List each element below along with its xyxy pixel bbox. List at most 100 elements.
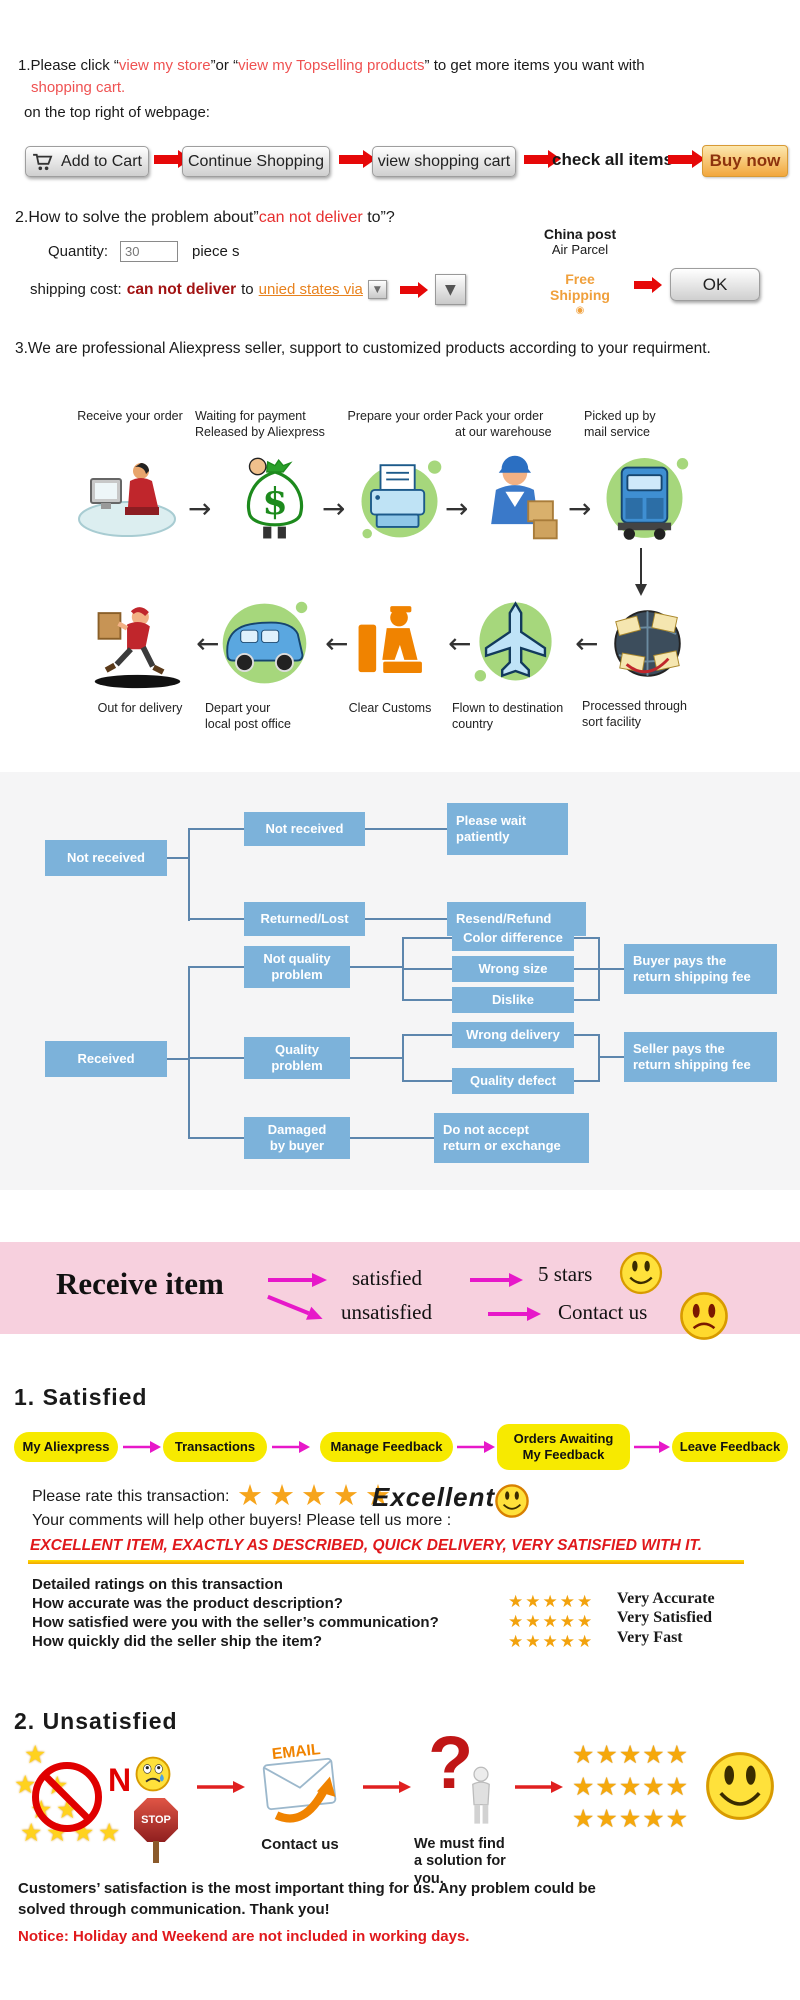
- shipping-line: shipping cost: can not deliver to unied s…: [30, 274, 466, 305]
- flowchart-line: [188, 966, 190, 1139]
- red-arrow-icon: [668, 150, 705, 168]
- red-arrow-icon: [515, 1781, 563, 1793]
- printer-icon: [352, 450, 447, 550]
- customer-at-computer-icon: [75, 448, 185, 545]
- flow-step-label: Flown to destination country: [452, 701, 564, 732]
- sorting-globe-icon: [600, 596, 695, 696]
- add-to-cart-button[interactable]: Add to Cart: [25, 146, 149, 177]
- magenta-arrow-icon: [267, 1294, 323, 1320]
- flowchart-node: Quality problem: [244, 1037, 350, 1079]
- question-mark-icon: ?: [428, 1721, 474, 1804]
- buy-now-button[interactable]: Buy now: [702, 145, 788, 177]
- magenta-arrow-icon: [268, 1273, 327, 1287]
- country-dropdown-button[interactable]: ▼: [367, 280, 387, 299]
- five-star-row: ★★★★★: [572, 1740, 690, 1769]
- radio-icon: ◉: [575, 305, 585, 316]
- view-shopping-cart-label: view shopping cart: [377, 152, 511, 170]
- rating-question: How accurate was the product description…: [32, 1595, 343, 1612]
- flowchart-line: [167, 857, 188, 859]
- flowchart-node: Received: [45, 1041, 167, 1077]
- stop-label: STOP: [141, 1814, 171, 1826]
- flow-step-label: Pack your order at our warehouse: [455, 409, 552, 440]
- flowchart-line: [188, 828, 190, 921]
- rating-question: How quickly did the seller ship the item…: [32, 1633, 323, 1650]
- red-arrow-icon: [399, 281, 428, 298]
- happy-face-icon: [495, 1484, 529, 1518]
- no-feedback-icon: [32, 1762, 102, 1832]
- intro-line-2: shopping cart.: [31, 79, 126, 96]
- quantity-input[interactable]: [120, 241, 178, 262]
- view-my-store-link[interactable]: view my store: [118, 57, 211, 74]
- shipping-dropdown-button[interactable]: ▼: [434, 274, 466, 305]
- intro-text-c: ” to get more items you want with: [424, 57, 645, 74]
- flowchart-line: [574, 1080, 598, 1082]
- rating-stars[interactable]: ★★★★★: [508, 1592, 595, 1612]
- satisfied-label: satisfied: [352, 1266, 422, 1290]
- contact-us-caption: Contact us: [261, 1836, 339, 1853]
- rating-question: How satisfied were you with the seller’s…: [32, 1614, 439, 1631]
- menu-my-aliexpress[interactable]: My Aliexpress: [14, 1432, 118, 1462]
- unsatisfied-heading: 2. Unsatisfied: [14, 1708, 178, 1734]
- flowchart-line: [598, 1056, 624, 1058]
- crying-face-icon: [135, 1756, 171, 1792]
- flowchart-node: Dislike: [452, 987, 574, 1013]
- flowchart-line: [365, 828, 447, 830]
- rating-stars[interactable]: ★★★★★: [508, 1632, 595, 1652]
- n-letter: N: [108, 1762, 132, 1798]
- flowchart-node: Seller pays the return shipping fee: [624, 1032, 777, 1082]
- flowchart-node: Not received: [244, 812, 365, 846]
- warehouse-worker-icon: [475, 450, 570, 550]
- menu-orders-awaiting-feedback[interactable]: Orders Awaiting My Feedback: [497, 1424, 630, 1470]
- star-icon: ★: [20, 1818, 43, 1847]
- arrow-right-icon: →: [322, 492, 346, 525]
- satisfied-heading: 1. Satisfied: [14, 1384, 148, 1410]
- ok-button[interactable]: OK: [670, 268, 760, 301]
- arrow-right-icon: →: [445, 492, 469, 525]
- review-underline: [28, 1560, 744, 1564]
- red-arrow-icon: [363, 1781, 411, 1793]
- flowchart-node: Quality defect: [452, 1068, 574, 1094]
- stop-sign-icon: STOP: [134, 1798, 178, 1842]
- flowchart-line: [350, 966, 402, 968]
- email-text: EMAIL: [271, 1741, 322, 1763]
- rating-stars[interactable]: ★★★★★: [237, 1478, 397, 1512]
- flow-step-label: Receive your order: [77, 409, 183, 423]
- flowchart-line: [188, 1137, 244, 1139]
- detailed-ratings-heading: Detailed ratings on this transaction: [32, 1576, 283, 1593]
- flowchart-line: [188, 966, 244, 968]
- flowchart-line: [188, 918, 244, 920]
- unsatisfied-label: unsatisfied: [341, 1300, 432, 1324]
- flowchart-line: [598, 1034, 600, 1082]
- sad-face-icon: [680, 1292, 728, 1340]
- flow-step-label: Waiting for payment Released by Aliexpre…: [195, 409, 325, 440]
- view-topselling-link[interactable]: view my Topselling products: [238, 57, 425, 74]
- menu-leave-feedback[interactable]: Leave Feedback: [672, 1432, 788, 1462]
- big-happy-face-icon: [706, 1752, 774, 1820]
- flowchart-line: [574, 937, 598, 939]
- shipping-to: to: [241, 281, 254, 298]
- intro-line-1: 1.Please click “view my store”or “view m…: [18, 56, 780, 76]
- flowchart-line: [365, 918, 447, 920]
- flowchart-line: [188, 1057, 244, 1059]
- menu-transactions[interactable]: Transactions: [163, 1432, 267, 1462]
- flowchart-node: Returned/Lost: [244, 902, 365, 936]
- solution-caption: We must find a solution for you.: [414, 1836, 506, 1887]
- happy-face-icon: [619, 1251, 663, 1295]
- footer-satisfaction-text: Customers’ satisfaction is the most impo…: [18, 1880, 596, 1918]
- menu-manage-feedback[interactable]: Manage Feedback: [320, 1432, 453, 1462]
- country-link[interactable]: unied states via: [258, 281, 363, 298]
- flowchart-line: [402, 999, 452, 1001]
- red-arrow-icon: [339, 150, 376, 168]
- money-bag-icon: $: [234, 442, 316, 547]
- can-not-deliver-text: can not deliver: [258, 209, 363, 226]
- rating-answer: Very Accurate: [617, 1590, 715, 1607]
- flowchart-node: Wrong size: [452, 956, 574, 982]
- rating-answer: Very Fast: [617, 1629, 683, 1646]
- receive-item-title: Receive item: [56, 1266, 224, 1301]
- rating-stars[interactable]: ★★★★★: [508, 1612, 595, 1632]
- continue-shopping-button[interactable]: Continue Shopping: [182, 146, 330, 177]
- view-shopping-cart-button[interactable]: view shopping cart: [372, 146, 516, 177]
- section3-text: 3.We are professional Aliexpress seller,…: [15, 340, 711, 357]
- excellent-label: Excellent: [372, 1482, 496, 1512]
